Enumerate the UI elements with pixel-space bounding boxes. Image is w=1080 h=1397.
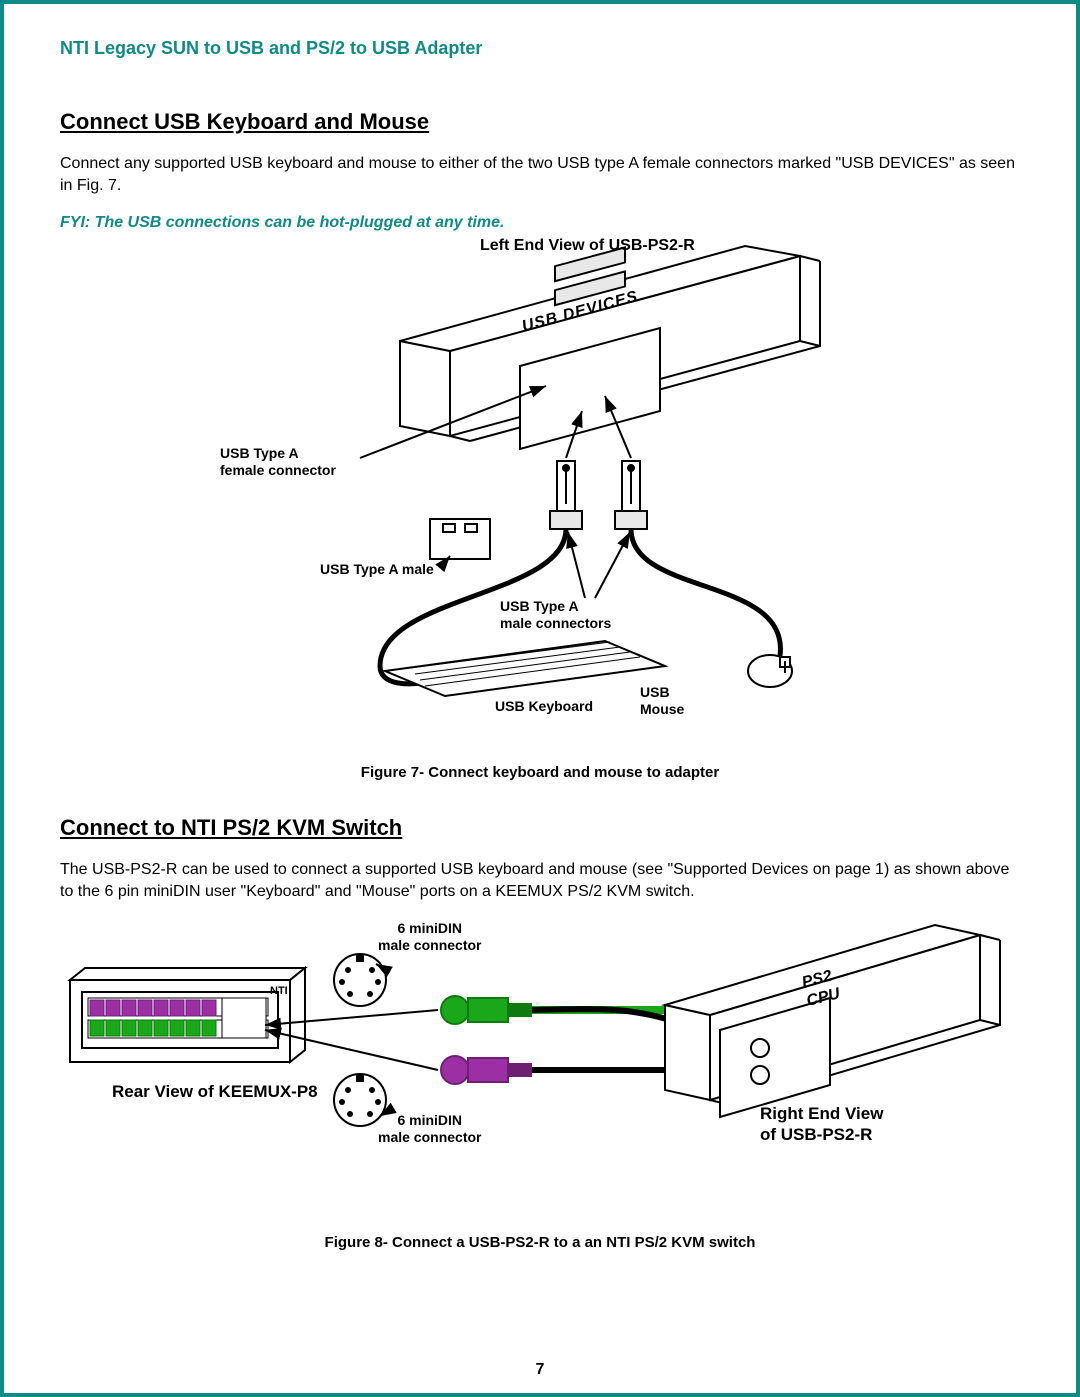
f7-mouse-label: USB Mouse xyxy=(640,684,684,718)
section2-title: Connect to NTI PS/2 KVM Switch xyxy=(60,815,1020,841)
section1-fyi: FYI: The USB connections can be hot-plug… xyxy=(60,214,1020,232)
section1-body: Connect any supported USB keyboard and m… xyxy=(60,153,1020,196)
f8-rear-view-label: Rear View of KEEMUX-P8 xyxy=(112,1082,318,1102)
figure-8-svg: NTI xyxy=(60,920,1020,1210)
f7-type-a-male-label: USB Type A male xyxy=(320,561,434,578)
section2-body: The USB-PS2-R can be used to connect a s… xyxy=(60,859,1020,902)
f7-view-title-label: Left End View of USB-PS2-R xyxy=(480,236,695,255)
f8-ps2-cpu-label: PS2 CPU xyxy=(800,974,834,1012)
f7-type-a-female-label: USB Type A female connector xyxy=(220,445,336,479)
f8-6pin-top-label: 6 miniDIN male connector xyxy=(378,920,481,954)
figure-7: Left End View of USB-PS2-R USB DEVICES U… xyxy=(190,236,890,756)
f7-keyboard-label: USB Keyboard xyxy=(495,698,593,715)
page-number: 7 xyxy=(4,1361,1076,1379)
figure-7-caption: Figure 7- Connect keyboard and mouse to … xyxy=(60,764,1020,781)
figure-8: NTI xyxy=(60,920,1020,1210)
doc-header: NTI Legacy SUN to USB and PS/2 to USB Ad… xyxy=(60,38,1020,59)
f8-right-view-label: Right End View of USB-PS2-R xyxy=(760,1104,883,1145)
section1-title: Connect USB Keyboard and Mouse xyxy=(60,109,1020,135)
f8-6pin-bottom-label: 6 miniDIN male connector xyxy=(378,1112,481,1146)
page: NTI Legacy SUN to USB and PS/2 to USB Ad… xyxy=(0,0,1080,1397)
f7-usb-devices-label: USB DEVICES xyxy=(520,318,639,337)
f7-type-a-males-label: USB Type A male connectors xyxy=(500,598,611,632)
figure-8-caption: Figure 8- Connect a USB-PS2-R to a an NT… xyxy=(60,1234,1020,1251)
svg-text:NTI: NTI xyxy=(270,985,288,997)
